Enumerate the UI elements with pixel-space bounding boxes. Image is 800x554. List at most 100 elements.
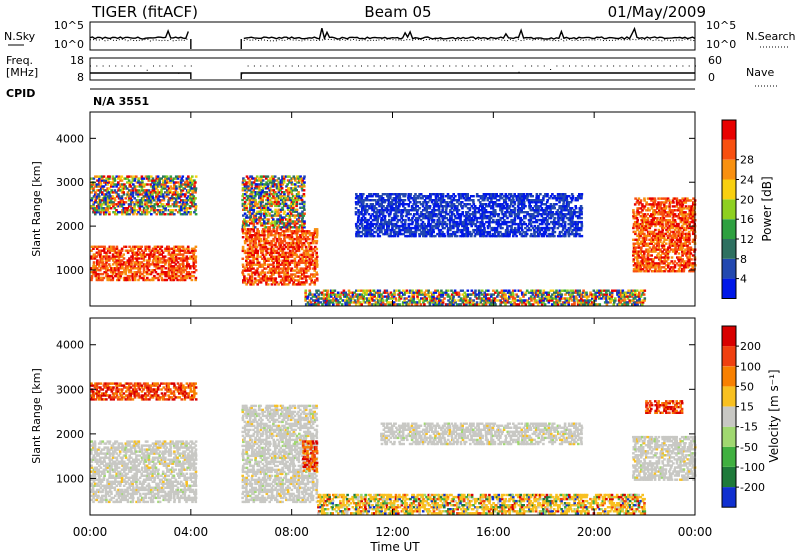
power-cell bbox=[278, 271, 281, 274]
power-cell bbox=[150, 175, 153, 178]
power-cell bbox=[176, 191, 179, 194]
power-cell bbox=[533, 205, 537, 208]
power-cell bbox=[176, 201, 180, 204]
power-cell bbox=[439, 222, 442, 226]
power-cell bbox=[412, 297, 416, 300]
power-cell bbox=[142, 263, 146, 266]
power-cell bbox=[510, 214, 513, 218]
power-cell bbox=[302, 194, 306, 198]
power-cell bbox=[274, 277, 278, 280]
power-cell bbox=[370, 297, 374, 300]
power-cell bbox=[119, 185, 122, 188]
power-cell bbox=[158, 179, 161, 182]
power-cell bbox=[425, 209, 428, 212]
power-cell bbox=[531, 195, 534, 198]
power-cell bbox=[252, 245, 256, 249]
power-cell bbox=[171, 247, 174, 250]
power-cell bbox=[158, 253, 161, 256]
power-cell bbox=[105, 251, 108, 254]
power-cell bbox=[293, 273, 297, 276]
power-cell bbox=[434, 213, 438, 216]
power-cell bbox=[562, 193, 565, 196]
power-cell bbox=[257, 236, 261, 239]
power-cell bbox=[132, 267, 135, 270]
power-cell bbox=[268, 189, 271, 192]
power-cell bbox=[398, 201, 402, 204]
power-cell bbox=[194, 255, 198, 258]
power-cell bbox=[284, 175, 288, 178]
power-cell bbox=[92, 209, 96, 212]
power-cell bbox=[241, 230, 245, 233]
power-cell bbox=[120, 179, 124, 182]
power-cell bbox=[117, 257, 121, 260]
power-cell bbox=[272, 234, 275, 237]
power-cell bbox=[564, 232, 567, 236]
power-cell bbox=[574, 205, 577, 208]
power-cell bbox=[369, 214, 373, 218]
power-cell bbox=[369, 199, 373, 202]
power-cell bbox=[159, 259, 162, 262]
power-cell bbox=[348, 299, 351, 302]
power-cell bbox=[243, 189, 247, 192]
power-cell bbox=[281, 279, 285, 282]
power-cell bbox=[260, 218, 263, 221]
power-cell bbox=[138, 271, 142, 274]
power-cell bbox=[160, 267, 164, 270]
power-cell bbox=[360, 207, 364, 210]
power-cell bbox=[363, 211, 367, 214]
power-cell bbox=[580, 234, 584, 238]
power-cell bbox=[180, 276, 183, 280]
power-cell bbox=[293, 230, 297, 233]
power-cell bbox=[94, 195, 98, 198]
power-cell bbox=[279, 181, 283, 184]
power-cell bbox=[128, 209, 131, 212]
power-cell bbox=[550, 211, 553, 214]
power-cell bbox=[147, 189, 151, 192]
power-cell bbox=[158, 199, 162, 202]
power-cell bbox=[571, 228, 574, 232]
power-cell bbox=[499, 209, 502, 212]
power-cell bbox=[126, 177, 129, 180]
power-cell bbox=[250, 279, 254, 282]
power-cell bbox=[393, 224, 396, 228]
power-cell bbox=[267, 241, 270, 245]
power-cell bbox=[270, 193, 273, 196]
power-cell bbox=[99, 199, 102, 202]
power-cell bbox=[472, 213, 475, 216]
power-cell bbox=[176, 181, 180, 184]
power-cell bbox=[140, 183, 144, 186]
power-cell bbox=[191, 251, 194, 254]
power-cell bbox=[291, 177, 295, 180]
power-cell bbox=[526, 228, 529, 232]
power-cell bbox=[305, 281, 308, 284]
power-cell bbox=[263, 212, 266, 215]
power-cell bbox=[546, 214, 549, 218]
power-cell bbox=[475, 228, 479, 232]
power-cell bbox=[185, 257, 188, 260]
power-cell bbox=[256, 255, 259, 258]
power-cell bbox=[102, 185, 106, 188]
power-cell bbox=[162, 195, 165, 198]
power-cell bbox=[90, 271, 93, 274]
power-cell bbox=[122, 276, 126, 280]
power-cell bbox=[418, 224, 421, 228]
power-cell bbox=[156, 199, 160, 202]
power-cell bbox=[308, 289, 311, 292]
power-cell bbox=[164, 209, 167, 212]
power-cell bbox=[288, 210, 292, 213]
power-cell bbox=[279, 189, 282, 192]
power-cell bbox=[109, 191, 113, 194]
power-cell bbox=[263, 224, 266, 227]
power-cell bbox=[133, 177, 137, 180]
power-cell bbox=[380, 226, 384, 230]
power-cell bbox=[144, 191, 147, 194]
power-cell bbox=[245, 181, 248, 184]
power-cell bbox=[99, 245, 103, 248]
power-cell bbox=[285, 279, 288, 282]
power-cell bbox=[111, 181, 115, 184]
power-cell bbox=[500, 209, 504, 212]
power-cell bbox=[259, 204, 263, 208]
nsearch-trace bbox=[90, 38, 696, 42]
power-cell bbox=[540, 214, 544, 218]
power-cell bbox=[275, 263, 279, 266]
